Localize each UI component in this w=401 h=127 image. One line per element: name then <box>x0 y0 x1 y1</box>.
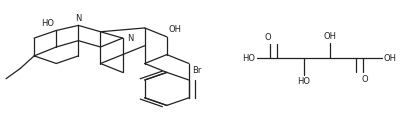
Text: OH: OH <box>168 25 181 34</box>
Text: O: O <box>264 33 271 42</box>
Text: HO: HO <box>41 19 54 28</box>
Text: N: N <box>75 14 81 23</box>
Text: OH: OH <box>383 54 396 63</box>
Text: O: O <box>361 75 367 84</box>
Text: HO: HO <box>242 54 255 63</box>
Text: HO: HO <box>296 77 309 86</box>
Text: OH: OH <box>322 32 335 41</box>
Text: N: N <box>126 34 133 43</box>
Text: Br: Br <box>192 66 201 75</box>
